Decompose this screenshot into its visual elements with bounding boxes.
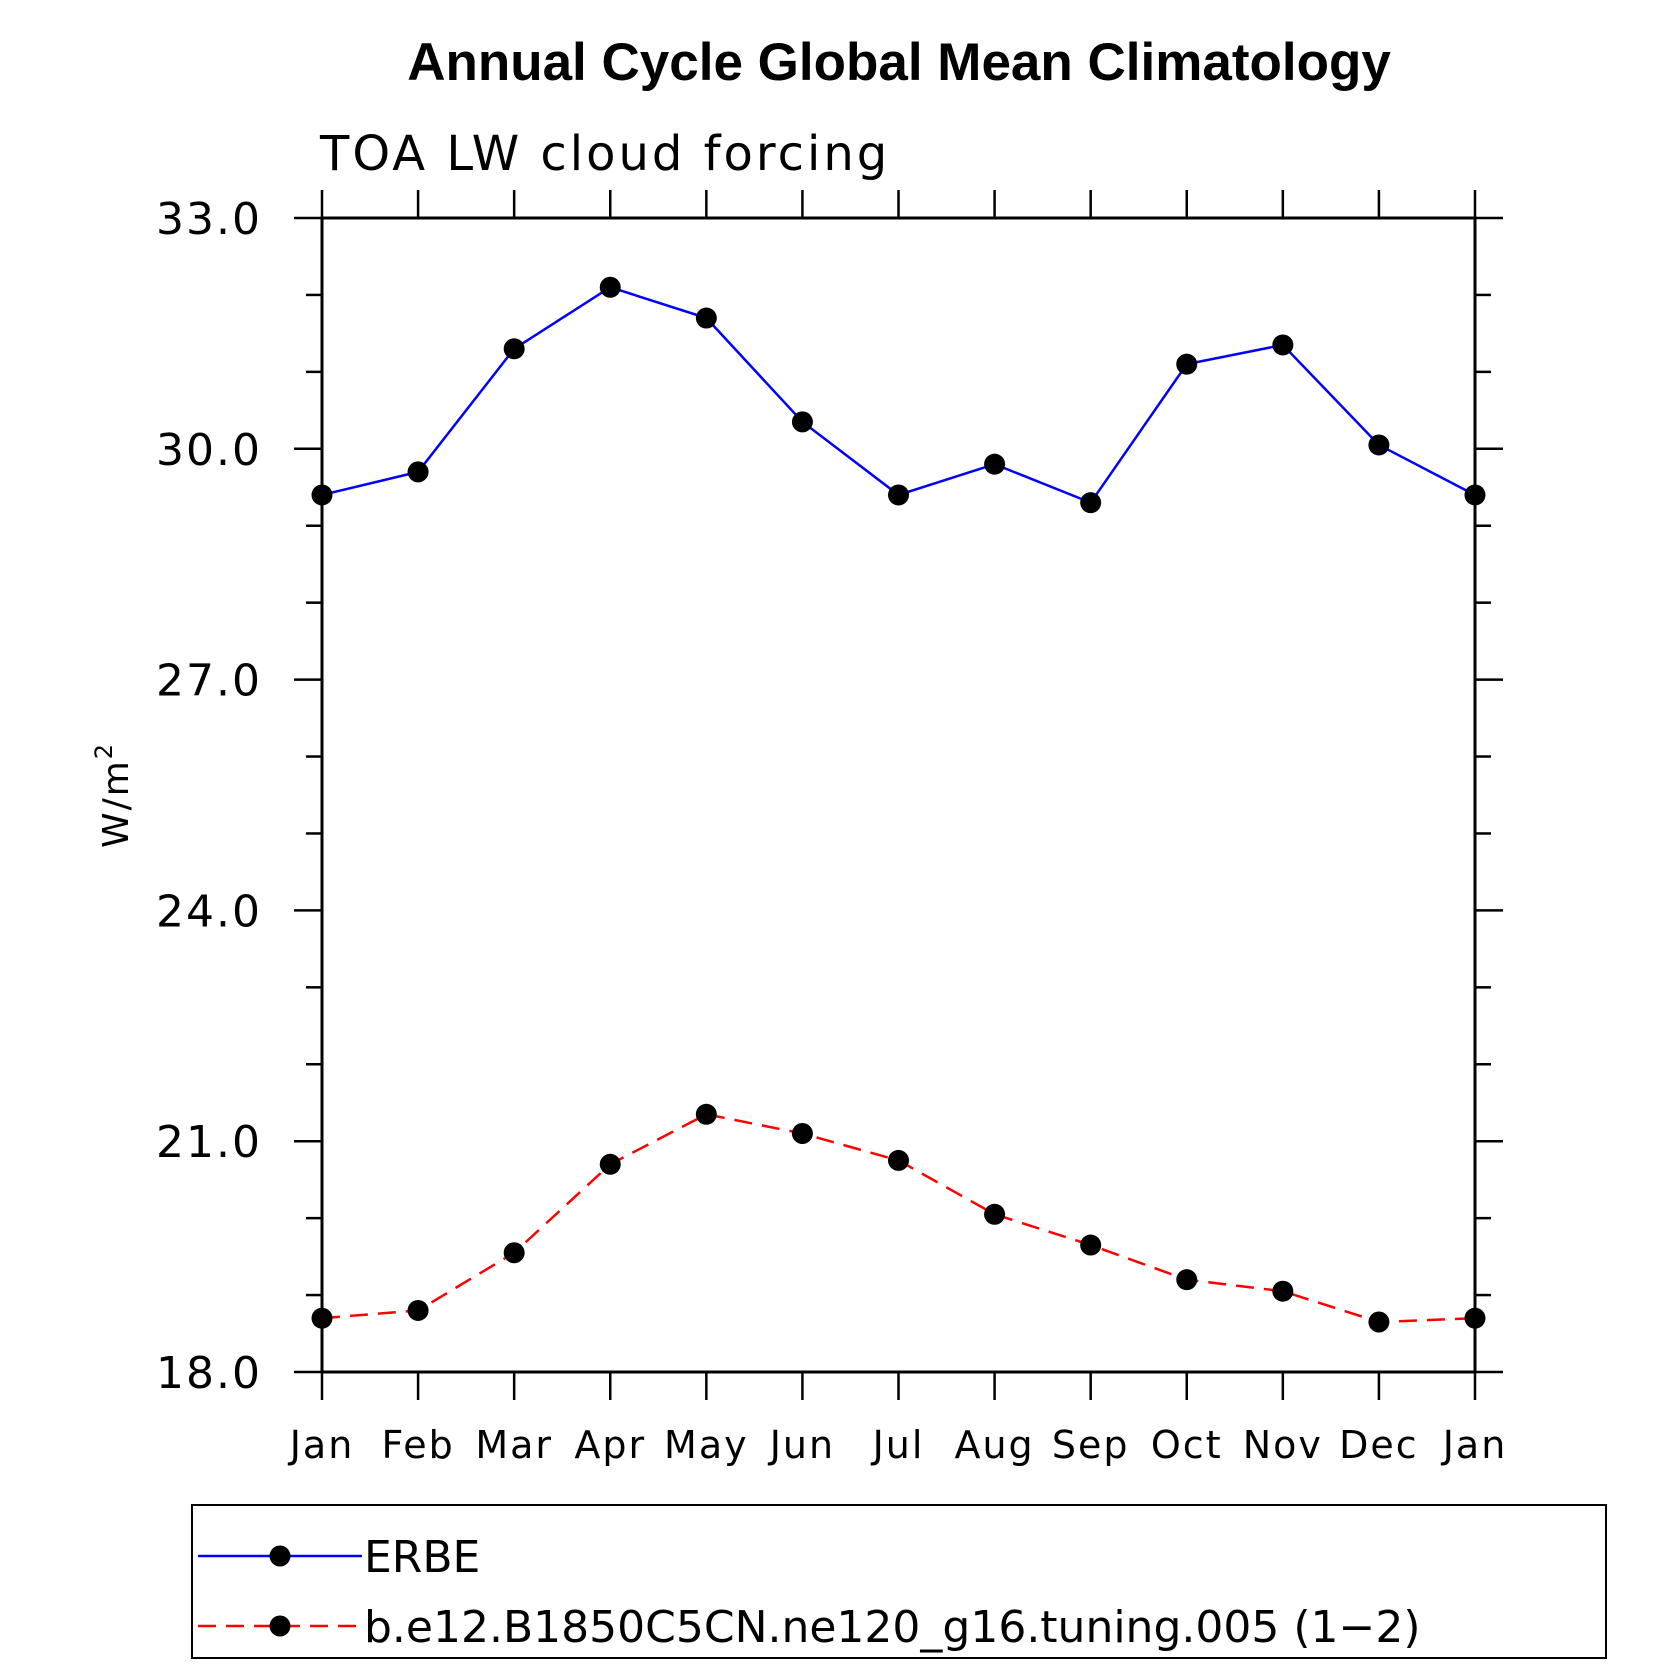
y-axis-label: W/m2 [90,742,137,848]
legend-box [191,1504,1607,1659]
y-tick-label: 18.0 [156,1348,262,1399]
x-tick-label: Dec [1339,1423,1419,1467]
legend-label-1: b.e12.B1850C5CN.ne120_g16.tuning.005 (1−… [364,1602,1421,1653]
chart-subtitle: TOA LW cloud forcing [319,126,890,182]
series-0-point [1272,334,1294,356]
y-axis-label-superscript: 2 [90,742,118,759]
series-0-point [1176,353,1198,375]
series-1-point [503,1242,525,1264]
series-0-point [503,338,525,360]
series-1-point [791,1123,813,1145]
series-1-point [1080,1234,1102,1256]
series-0-point [888,484,909,506]
x-tick-label: Aug [954,1423,1034,1467]
series-1-point [695,1103,717,1125]
series-0-point [791,411,813,433]
plot-frame [320,216,1477,1374]
series-line-1 [321,1112,1476,1324]
series-0-point [599,276,621,298]
series-1-point [1368,1311,1390,1333]
legend-label-0: ERBE [364,1532,480,1583]
series-0-point [407,461,429,483]
chart-title: Annual Cycle Global Mean Climatology [407,33,1391,92]
x-tick-label: Apr [574,1423,646,1467]
x-tick-label: Jun [768,1423,835,1467]
y-axis-label-text: W/m [96,759,137,848]
y-tick-label: 27.0 [156,656,262,707]
y-tick-label: 33.0 [156,194,262,245]
series-0-point [984,453,1006,475]
x-tick-label: Oct [1151,1423,1223,1467]
legend-marker-0 [269,1545,291,1567]
series-1-point [1176,1269,1198,1291]
series-line-0 [321,285,1476,505]
x-tick-label: Sep [1052,1423,1130,1467]
marker-layer [311,276,1486,1333]
x-tick-label: Mar [475,1423,553,1467]
series-1-point [599,1153,621,1175]
series-1-point [888,1149,909,1171]
x-tick-label: Jul [871,1423,925,1467]
legend: ERBE b.e12.B1850C5CN.ne120_g16.tuning.005… [191,1504,1607,1659]
series-1-point [1272,1280,1294,1302]
series-0-point [1080,492,1102,514]
x-tick-label: Nov [1243,1423,1323,1467]
x-tick-label: May [664,1423,749,1467]
legend-marker-1 [269,1615,291,1637]
y-tick-label: 24.0 [156,886,262,937]
svg-text:W/m2: W/m2 [90,742,137,848]
x-tick-label: Feb [381,1423,454,1467]
series-0-point [695,307,717,329]
series-1-point [407,1299,429,1321]
axes-layer: 18.0 21.0 24.0 27.0 30.0 33.0 Jan Feb Mar Apr May J… [156,190,1508,1467]
series-1-point [984,1203,1006,1225]
y-tick-label: 21.0 [156,1117,262,1168]
series-0-point [1368,434,1390,456]
x-tick-label: Jan [1441,1423,1508,1467]
x-tick-label: Jan [288,1423,355,1467]
y-tick-label: 30.0 [156,425,262,476]
